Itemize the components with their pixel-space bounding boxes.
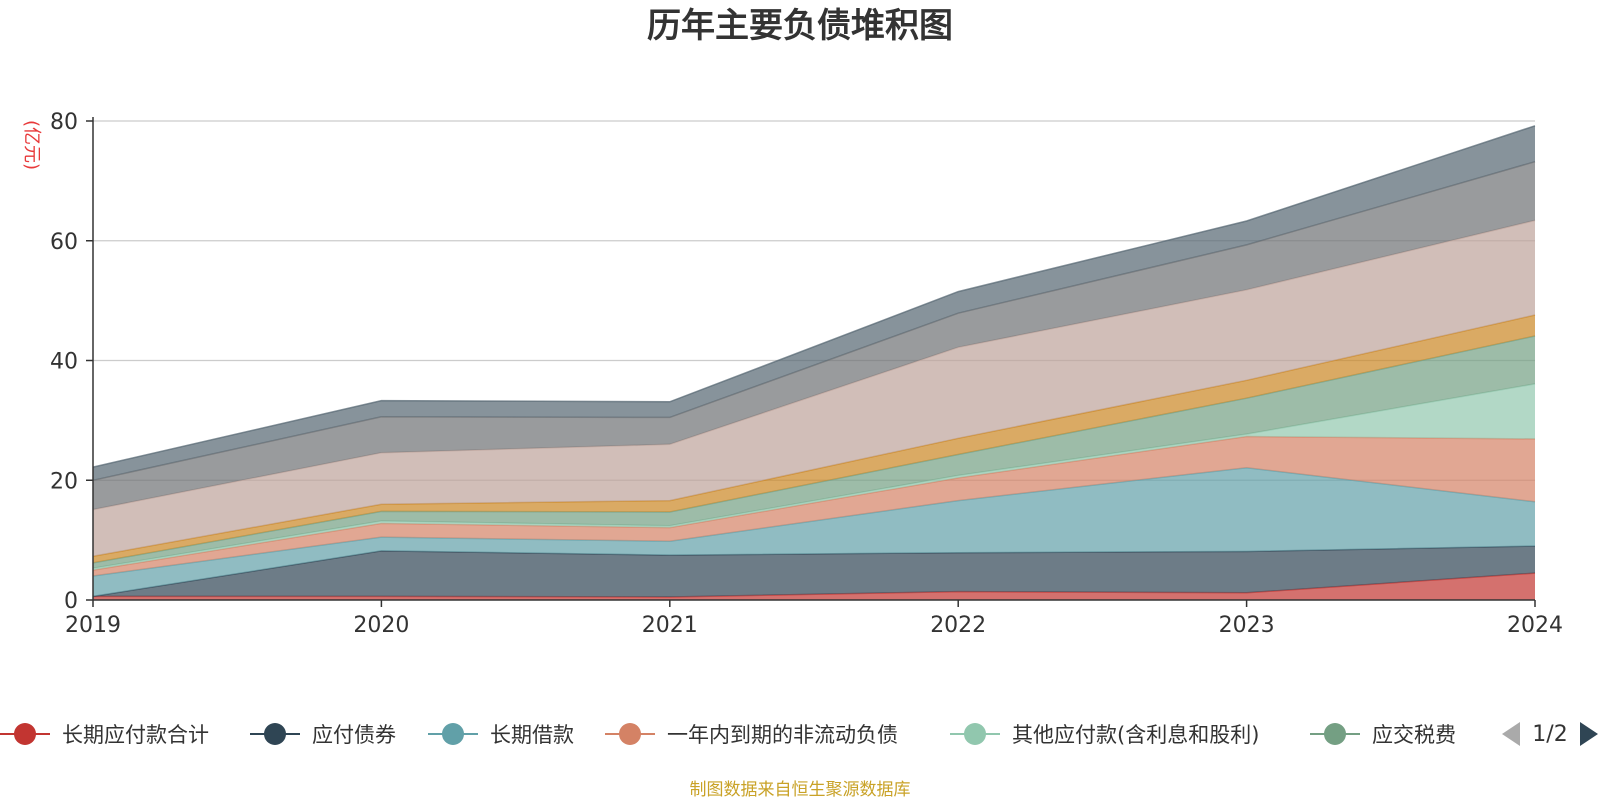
x-tick-label: 2024 bbox=[1507, 613, 1563, 638]
legend: 长期应付款合计 应付债券 长期借款 一年内到期的非流动负债 其他应付款(含利息和股利) 应… bbox=[0, 723, 1456, 747]
x-tick-label: 2020 bbox=[353, 613, 409, 638]
x-tick-label: 2022 bbox=[930, 613, 986, 638]
x-tick-label: 2023 bbox=[1219, 613, 1275, 638]
legend-pager: 1/2 bbox=[1502, 722, 1598, 747]
legend-marker-icon bbox=[619, 723, 641, 745]
legend-item[interactable]: 长期借款 bbox=[428, 723, 574, 747]
area-series-2 bbox=[93, 467, 1535, 597]
legend-prev-page-icon[interactable] bbox=[1502, 722, 1520, 746]
y-tick-label: 40 bbox=[50, 350, 78, 375]
area-series-4 bbox=[93, 383, 1535, 571]
area-series-3 bbox=[93, 436, 1535, 576]
legend-label: 长期借款 bbox=[490, 723, 574, 747]
area-series-8 bbox=[93, 161, 1535, 510]
legend-item[interactable]: 应交税费 bbox=[1310, 723, 1456, 747]
legend-label: 一年内到期的非流动负债 bbox=[667, 723, 898, 747]
chart-title: 历年主要负债堆积图 bbox=[647, 6, 953, 46]
area-series-1 bbox=[93, 546, 1535, 597]
legend-marker-icon bbox=[964, 723, 986, 745]
area-series bbox=[92, 125, 1536, 600]
legend-marker-icon bbox=[442, 723, 464, 745]
axes: 0 20 40 60 80 2019 2020 2021 2022 2023 2024 bbox=[50, 110, 1563, 638]
legend-marker-icon bbox=[1324, 723, 1346, 745]
legend-item[interactable]: 一年内到期的非流动负债 bbox=[605, 723, 898, 747]
y-axis-unit-label: (亿元) bbox=[21, 120, 42, 170]
legend-item[interactable]: 应付债券 bbox=[250, 723, 396, 747]
legend-marker-icon bbox=[14, 723, 36, 745]
area-series-0 bbox=[93, 573, 1535, 600]
legend-marker-icon bbox=[264, 723, 286, 745]
legend-next-page-icon[interactable] bbox=[1580, 722, 1598, 746]
y-tick-label: 60 bbox=[50, 230, 78, 255]
legend-label: 应付债券 bbox=[312, 723, 396, 747]
legend-item[interactable]: 其他应付款(含利息和股利) bbox=[950, 723, 1259, 747]
y-tick-label: 20 bbox=[50, 469, 78, 494]
x-tick-label: 2021 bbox=[642, 613, 698, 638]
y-tick-label: 0 bbox=[64, 589, 78, 614]
source-note: 制图数据来自恒生聚源数据库 bbox=[690, 780, 911, 800]
legend-item[interactable]: 长期应付款合计 bbox=[0, 723, 209, 747]
y-tick-label: 80 bbox=[50, 110, 78, 135]
legend-page-indicator: 1/2 bbox=[1532, 722, 1567, 747]
area-series-9 bbox=[93, 125, 1535, 481]
area-series-line-9 bbox=[92, 125, 1536, 468]
legend-label: 其他应付款(含利息和股利) bbox=[1012, 723, 1259, 747]
legend-label: 应交税费 bbox=[1372, 723, 1456, 747]
legend-label: 长期应付款合计 bbox=[62, 723, 209, 747]
x-tick-label: 2019 bbox=[65, 613, 121, 638]
